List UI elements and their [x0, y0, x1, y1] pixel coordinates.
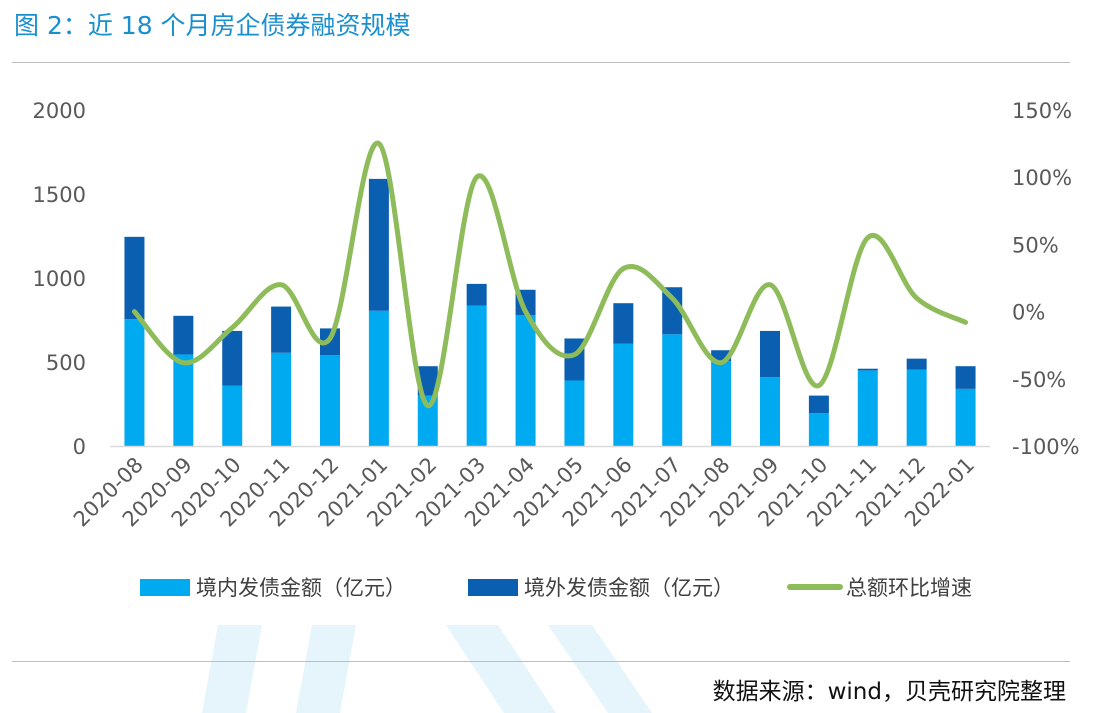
bar-overseas-2021-12: [906, 358, 927, 370]
bar-domestic-2021-06: [613, 343, 634, 446]
figure-title: 图 2：近 18 个月房企债券融资规模: [14, 11, 411, 40]
left-tick-label: 0: [73, 435, 86, 459]
right-tick-label: 150%: [1012, 99, 1072, 123]
legend-swatch-0: [140, 579, 190, 596]
bar-overseas-2020-09: [173, 315, 194, 355]
bar-domestic-2020-10: [222, 385, 243, 446]
right-tick-label: 50%: [1012, 233, 1059, 257]
bar-overseas-2020-11: [271, 306, 292, 353]
bar-domestic-2021-03: [466, 305, 487, 446]
legend-label-2: 总额环比增速: [846, 576, 972, 600]
bar-domestic-2022-01: [955, 388, 976, 446]
right-tick-label: -50%: [1012, 368, 1066, 392]
bar-domestic-2021-11: [857, 370, 878, 446]
source-note: 数据来源：wind，贝壳研究院整理: [712, 679, 1066, 705]
legend-label-1: 境外发债金额（亿元）: [524, 576, 734, 600]
bar-overseas-2020-10: [222, 330, 243, 386]
bar-overseas-2020-08: [124, 236, 145, 320]
bar-domestic-2020-11: [271, 352, 292, 446]
left-tick-label: 500: [46, 351, 86, 375]
x-axis-ticks: 2020-082020-092020-102020-112020-122021-…: [69, 453, 979, 532]
watermark-stripe-2: [446, 625, 556, 713]
bar-domestic-2021-10: [808, 413, 829, 446]
left-tick-label: 1000: [33, 267, 86, 291]
bar-overseas-2021-03: [466, 283, 487, 306]
bar-domestic-2021-09: [760, 377, 780, 446]
bar-domestic-2020-09: [173, 354, 194, 446]
bar-overseas-2021-09: [760, 330, 780, 378]
watermark-logo: [202, 625, 652, 713]
right-axis-ticks: -100% -50% 0% 50% 100% 150%: [1012, 99, 1080, 459]
bar-domestic-2020-08: [124, 319, 145, 446]
bar-domestic-2021-08: [711, 361, 732, 446]
bar-overseas-2021-07: [662, 287, 683, 335]
legend-swatch-1: [468, 579, 518, 596]
legend-label-0: 境内发债金额（亿元）: [196, 576, 406, 600]
left-tick-label: 2000: [33, 99, 86, 123]
bar-overseas-2021-11: [857, 368, 878, 371]
bottom-divider: [12, 661, 1070, 662]
bar-overseas-2021-06: [613, 303, 634, 344]
left-axis-ticks: 0 500 1000 1500 2000: [33, 99, 86, 459]
bar-domestic-2021-05: [564, 380, 585, 446]
left-tick-label: 1500: [33, 183, 86, 207]
bar-domestic-2021-04: [515, 314, 536, 446]
legend: 境内发债金额（亿元） 境外发债金额（亿元） 总额环比增速: [140, 576, 972, 600]
bar-domestic-2021-12: [906, 369, 927, 446]
bar-overseas-2021-10: [808, 395, 829, 414]
bar-overseas-2022-01: [955, 366, 976, 389]
bar-domestic-2021-01: [368, 310, 389, 446]
bar-domestic-2021-07: [662, 334, 683, 446]
bar-overseas-2021-08: [711, 350, 732, 362]
bar-series: [124, 178, 976, 446]
watermark-stripe-1: [296, 625, 356, 713]
bar-domestic-2021-02: [417, 395, 438, 446]
right-tick-label: 100%: [1012, 166, 1072, 190]
right-tick-label: -100%: [1012, 435, 1080, 459]
bar-domestic-2020-12: [320, 355, 340, 446]
growth-rate-line: [131, 141, 969, 409]
top-divider: [12, 62, 1070, 63]
right-tick-label: 0%: [1012, 301, 1045, 325]
watermark-stripe-0: [202, 625, 262, 713]
watermark-stripe-3: [548, 625, 652, 713]
bar-overseas-2021-01: [368, 178, 389, 311]
